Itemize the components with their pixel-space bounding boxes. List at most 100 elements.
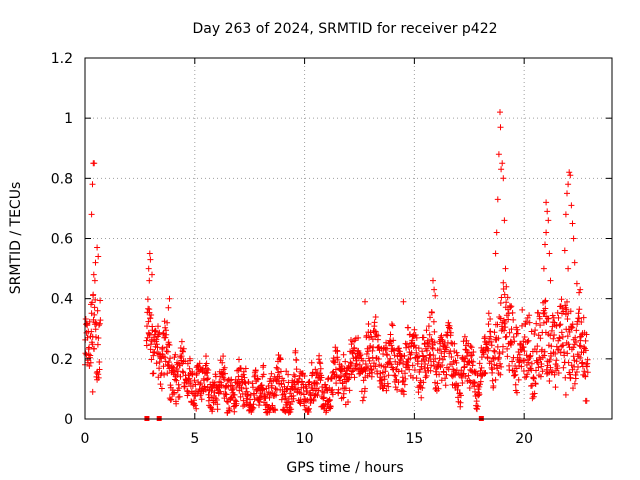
x-tick-label: 0 bbox=[81, 431, 90, 447]
data-point bbox=[383, 387, 390, 394]
data-point bbox=[537, 373, 544, 380]
data-point bbox=[381, 376, 388, 383]
data-point bbox=[319, 388, 326, 395]
data-point bbox=[548, 343, 555, 350]
data-point bbox=[488, 364, 495, 371]
data-point bbox=[556, 346, 562, 353]
data-point bbox=[306, 378, 313, 385]
data-point bbox=[499, 160, 506, 167]
data-point bbox=[394, 386, 401, 393]
data-point bbox=[85, 351, 92, 358]
data-point bbox=[523, 362, 530, 368]
data-point bbox=[412, 332, 419, 338]
data-point bbox=[391, 372, 398, 379]
data-point bbox=[401, 352, 408, 359]
data-point bbox=[537, 335, 544, 342]
data-point bbox=[469, 352, 475, 359]
data-point bbox=[576, 306, 583, 313]
data-point bbox=[565, 341, 572, 348]
data-point bbox=[170, 364, 177, 371]
data-point bbox=[293, 357, 300, 364]
data-point bbox=[484, 355, 491, 362]
data-point bbox=[295, 379, 302, 386]
data-point bbox=[555, 370, 562, 376]
data-point bbox=[375, 332, 382, 339]
data-point bbox=[504, 345, 511, 352]
data-point bbox=[568, 202, 575, 209]
data-point bbox=[520, 368, 527, 374]
data-point bbox=[325, 398, 332, 404]
data-point bbox=[250, 384, 256, 391]
data-point bbox=[94, 244, 101, 251]
data-point bbox=[542, 241, 548, 248]
data-point bbox=[257, 396, 264, 403]
data-point bbox=[220, 353, 227, 360]
y-tick-label: 1 bbox=[64, 111, 73, 127]
data-point bbox=[277, 356, 284, 363]
data-point bbox=[531, 375, 537, 382]
data-point bbox=[510, 334, 517, 340]
data-point bbox=[539, 368, 546, 375]
data-point bbox=[215, 389, 222, 396]
data-point bbox=[442, 375, 449, 382]
data-point bbox=[340, 390, 347, 397]
data-point bbox=[173, 377, 180, 384]
data-point bbox=[203, 353, 209, 360]
data-point bbox=[500, 279, 507, 286]
data-point bbox=[533, 367, 539, 374]
data-point bbox=[266, 409, 273, 416]
data-point bbox=[531, 331, 538, 337]
data-point bbox=[372, 314, 379, 320]
data-point bbox=[403, 344, 410, 351]
data-point bbox=[89, 299, 96, 306]
data-point bbox=[446, 325, 453, 332]
data-point bbox=[259, 386, 266, 393]
data-point bbox=[219, 359, 226, 366]
data-point bbox=[428, 309, 435, 316]
data-point bbox=[91, 277, 98, 284]
data-point bbox=[510, 316, 517, 323]
data-point bbox=[494, 343, 501, 350]
data-point bbox=[582, 373, 589, 380]
data-point bbox=[540, 265, 547, 272]
data-point bbox=[205, 391, 212, 398]
data-point bbox=[280, 377, 287, 384]
data-point bbox=[203, 360, 210, 367]
data-point bbox=[431, 328, 438, 335]
data-point bbox=[576, 315, 583, 322]
data-point bbox=[509, 358, 516, 365]
data-point bbox=[521, 357, 528, 364]
data-point bbox=[357, 352, 363, 359]
data-point bbox=[91, 345, 98, 352]
data-point bbox=[317, 365, 324, 372]
data-point bbox=[480, 351, 487, 358]
data-point bbox=[502, 265, 509, 272]
data-point bbox=[501, 291, 508, 298]
data-point bbox=[375, 356, 382, 362]
data-point bbox=[388, 342, 395, 349]
data-point bbox=[159, 344, 166, 351]
data-point bbox=[496, 350, 503, 357]
data-point bbox=[209, 406, 216, 413]
data-point bbox=[527, 352, 534, 359]
data-point bbox=[258, 382, 265, 389]
data-point bbox=[451, 340, 458, 347]
data-point bbox=[533, 348, 540, 355]
data-point bbox=[238, 385, 245, 392]
data-point bbox=[232, 397, 239, 404]
data-point bbox=[557, 349, 564, 356]
data-point bbox=[326, 397, 333, 404]
data-point bbox=[146, 250, 153, 257]
data-point bbox=[148, 312, 155, 318]
data-point bbox=[144, 323, 150, 330]
data-point bbox=[430, 318, 437, 325]
data-point bbox=[495, 356, 502, 363]
data-point bbox=[568, 325, 575, 332]
data-point bbox=[552, 350, 559, 357]
data-point bbox=[492, 376, 499, 383]
data-point bbox=[553, 322, 560, 329]
data-point bbox=[332, 366, 339, 373]
data-point bbox=[94, 307, 101, 314]
data-point bbox=[278, 396, 285, 403]
data-point bbox=[462, 346, 469, 353]
